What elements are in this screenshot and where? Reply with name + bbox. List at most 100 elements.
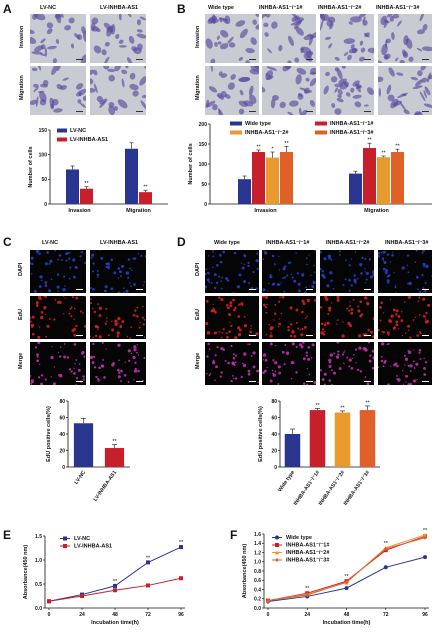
stained-cell — [238, 77, 251, 82]
nucleus — [271, 369, 274, 372]
nucleus — [132, 257, 135, 260]
nucleus — [296, 272, 299, 275]
d-edu-image-2 — [262, 296, 316, 339]
nucleus — [405, 332, 407, 334]
stained-cell — [289, 100, 299, 107]
stained-cell — [337, 94, 342, 99]
nucleus — [136, 315, 139, 318]
stained-cell — [238, 57, 243, 61]
nucleus — [307, 357, 311, 361]
y-tick-label: 0 — [44, 202, 47, 208]
stained-cell — [381, 44, 388, 56]
nucleus — [274, 361, 278, 365]
bar-migration — [391, 152, 404, 204]
nucleus — [47, 289, 52, 293]
nucleus — [273, 319, 275, 321]
nucleus — [274, 370, 277, 373]
stained-cell — [35, 96, 39, 108]
nucleus — [386, 343, 388, 346]
nucleus — [229, 304, 233, 308]
stained-cell — [238, 100, 248, 108]
nucleus — [423, 373, 426, 376]
stained-cell — [245, 60, 250, 63]
nucleus — [272, 359, 275, 362]
nucleus — [92, 307, 94, 310]
significance-mark: ** — [365, 400, 370, 406]
nucleus — [119, 325, 123, 329]
a-col-label-1: LV-NC — [40, 5, 57, 11]
stained-cell — [90, 22, 96, 31]
d-dapi-image-1 — [205, 250, 259, 293]
nucleus — [50, 355, 54, 360]
nucleus — [132, 355, 136, 360]
nucleus — [262, 296, 266, 298]
stained-cell — [216, 35, 220, 40]
nucleus — [351, 313, 353, 315]
nucleus — [70, 306, 73, 309]
stained-cell — [415, 79, 423, 87]
nucleus — [314, 250, 316, 252]
stained-cell — [295, 26, 304, 36]
nucleus — [111, 363, 115, 367]
nucleus — [136, 343, 138, 346]
d-edu-image-4 — [378, 296, 432, 339]
significance-mark: ** — [395, 144, 400, 150]
chart-d-edu: 0 20 40 60 80 EdU positive cells(%) Wide type *… — [258, 399, 380, 507]
nucleus — [378, 366, 380, 369]
nucleus — [93, 366, 97, 369]
nucleus — [328, 361, 332, 364]
nucleus — [117, 371, 121, 374]
nucleus — [232, 356, 236, 360]
nucleus — [269, 273, 272, 276]
nucleus — [353, 278, 357, 282]
stained-cell — [32, 83, 39, 88]
nucleus — [54, 299, 57, 301]
nucleus — [364, 257, 367, 260]
nucleus — [283, 290, 286, 293]
nucleus — [423, 357, 425, 360]
stained-cell — [325, 71, 330, 77]
nucleus — [404, 364, 406, 366]
nucleus — [100, 256, 104, 260]
nucleus — [92, 288, 95, 291]
nucleus — [312, 280, 316, 285]
nucleus — [39, 363, 41, 366]
nucleus — [358, 346, 362, 350]
nucleus — [229, 301, 233, 305]
nucleus — [320, 369, 322, 372]
image-background — [262, 342, 316, 385]
nucleus — [57, 300, 60, 304]
stained-cell — [33, 86, 39, 93]
x-category-label: INHBA-AS1⁻/⁻2# — [318, 470, 346, 507]
x-category-label: Migration — [126, 208, 151, 214]
scale-bar — [249, 111, 256, 112]
nucleus — [206, 331, 211, 335]
a-invasion-image-1 — [30, 14, 86, 63]
nucleus — [346, 356, 349, 359]
chart-c-edu: 0 20 40 60 80 EdU positive cells(%) LV-NC ** LV-… — [46, 399, 130, 503]
image-background — [90, 342, 146, 385]
stained-cell — [394, 57, 399, 62]
stained-cell — [378, 60, 383, 63]
nucleus — [301, 299, 305, 303]
stained-cell — [383, 20, 388, 28]
y-tick-label: 60 — [59, 415, 65, 421]
scale-bar — [76, 289, 83, 290]
nucleus — [382, 250, 386, 254]
stained-cell — [384, 53, 391, 60]
nucleus — [111, 320, 113, 322]
stained-cell — [129, 83, 139, 91]
stained-cell — [300, 109, 308, 115]
nucleus — [220, 371, 223, 374]
scale-bar — [76, 59, 83, 60]
bar — [309, 410, 326, 467]
nucleus — [72, 258, 76, 262]
nucleus — [283, 276, 286, 279]
scale-bar — [306, 111, 313, 112]
nucleus — [287, 328, 290, 332]
stained-cell — [267, 48, 272, 54]
nucleus — [31, 273, 33, 275]
nucleus — [369, 354, 372, 357]
stained-cell — [271, 21, 278, 29]
stained-cell — [95, 28, 101, 33]
